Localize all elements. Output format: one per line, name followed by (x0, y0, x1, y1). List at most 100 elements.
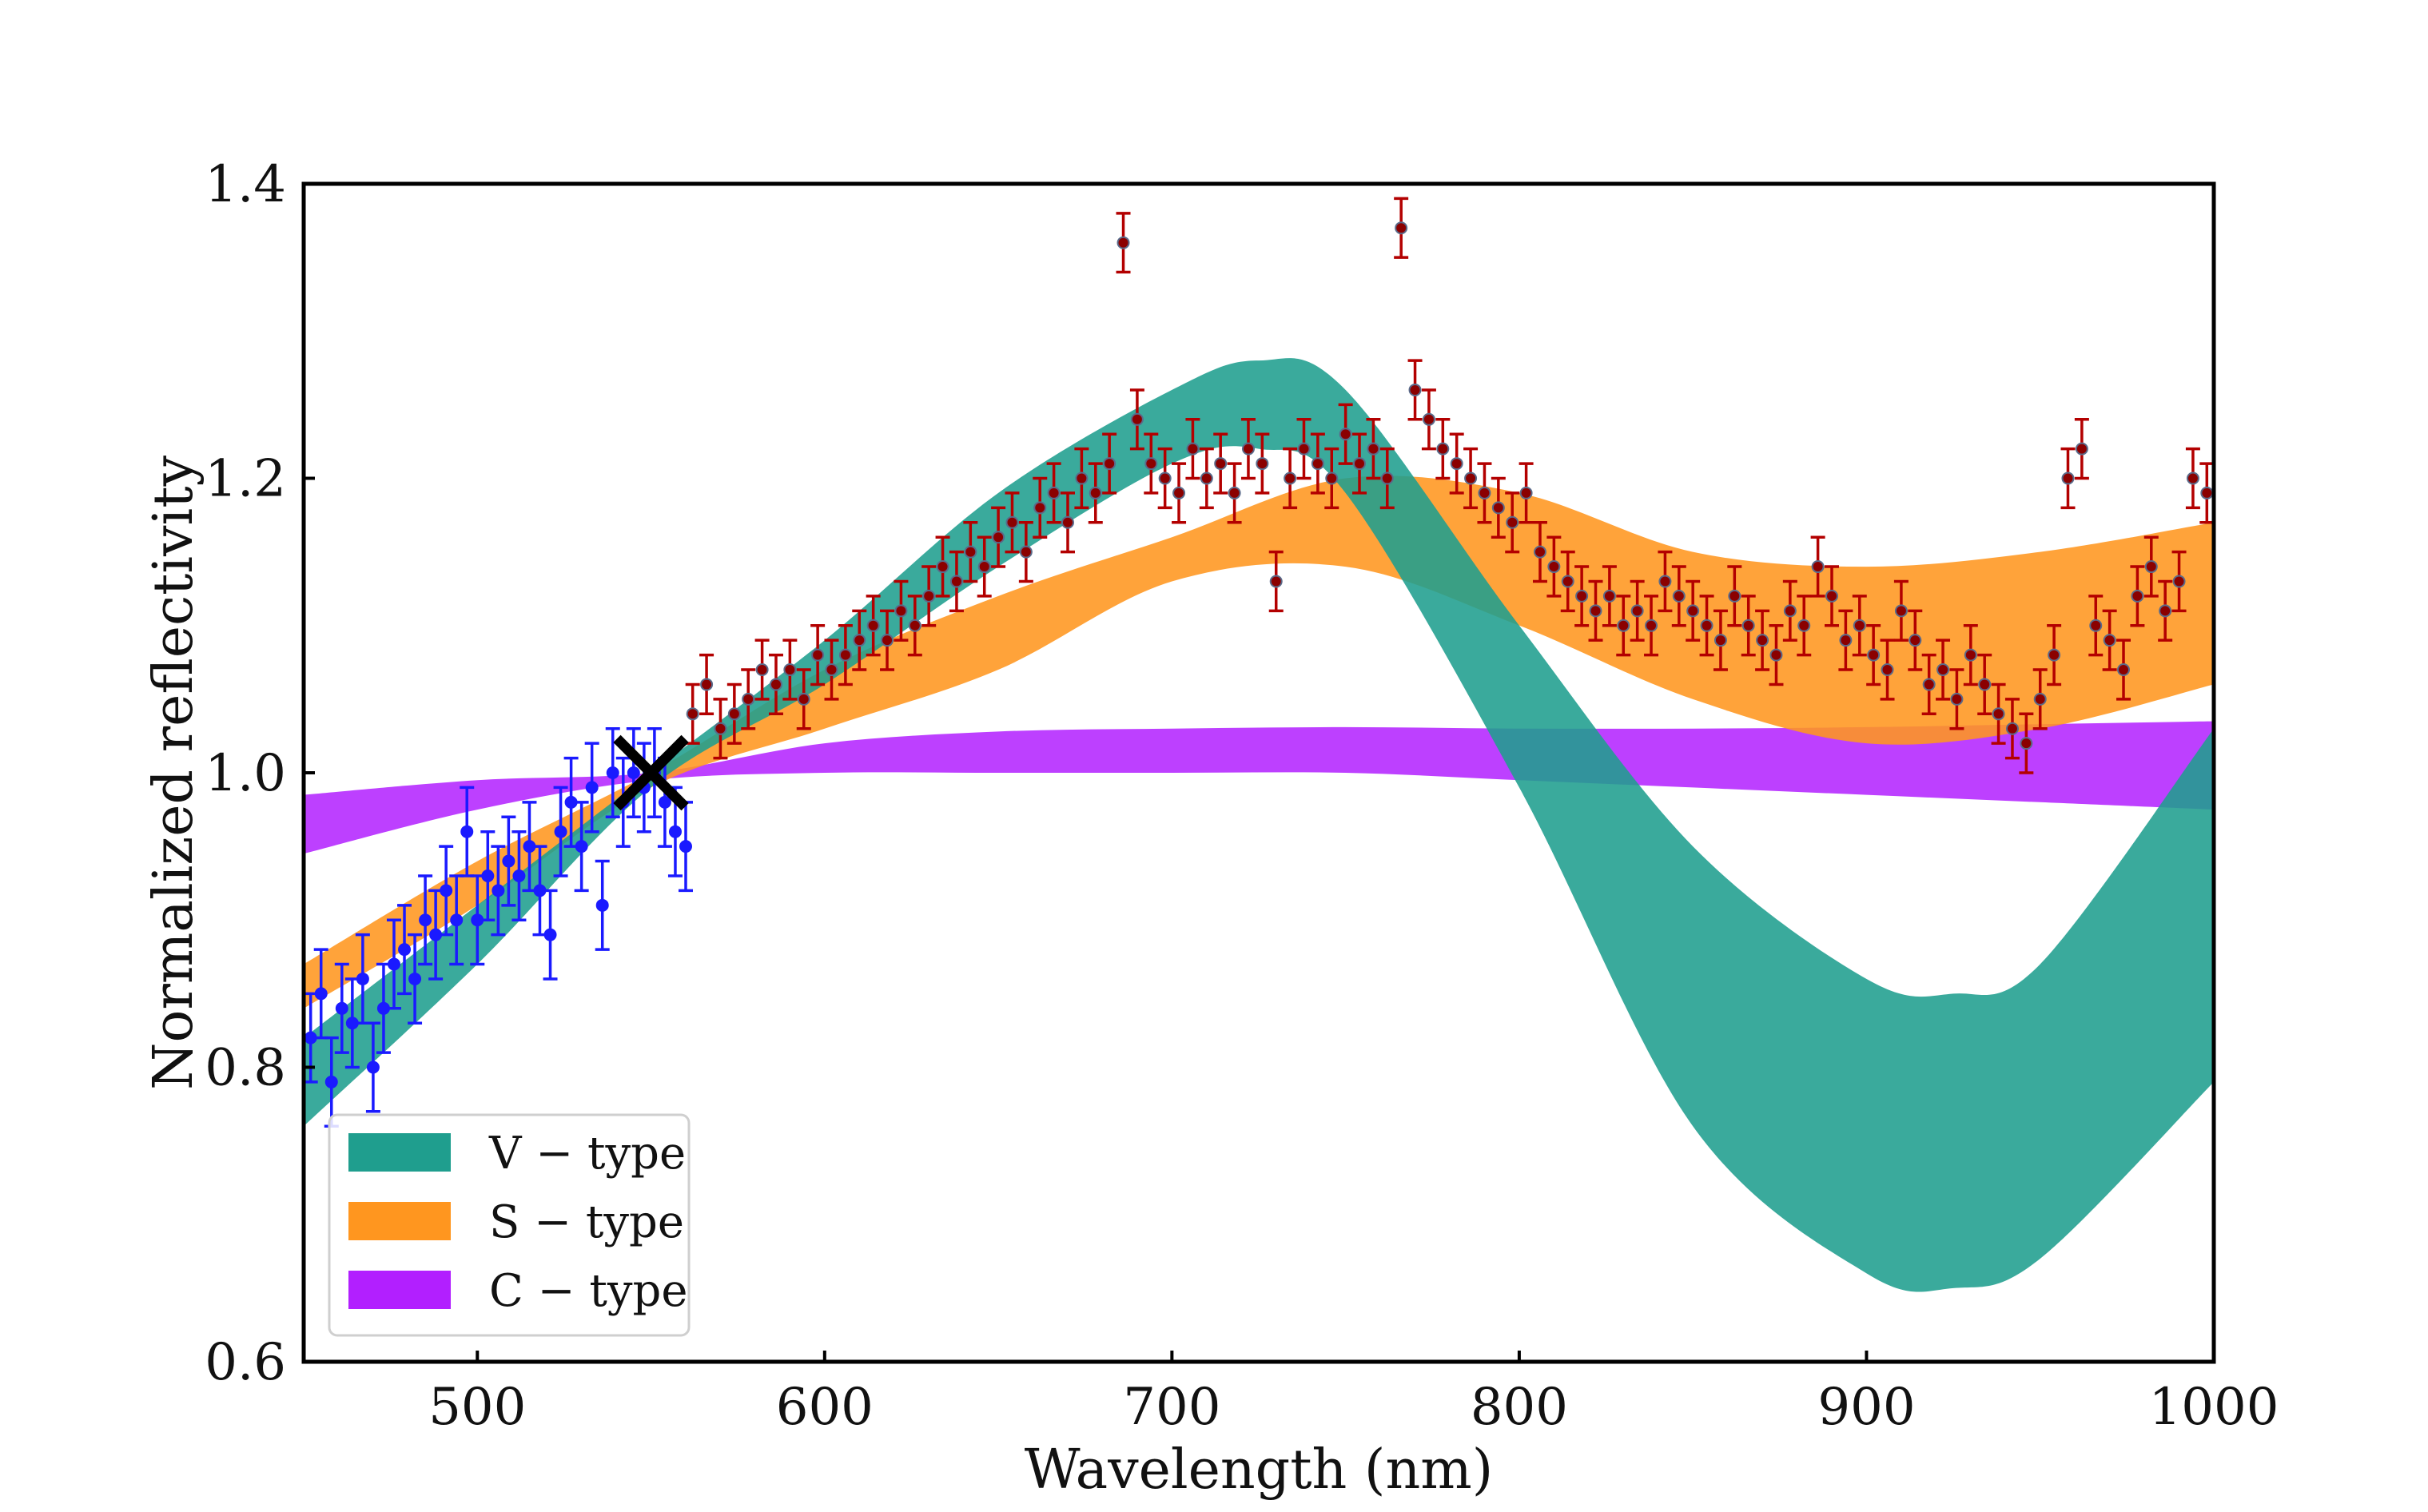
data-point (1852, 595, 1867, 657)
data-point (685, 682, 700, 745)
point-marker (1547, 560, 1561, 574)
point-marker (1269, 575, 1283, 588)
point-marker (1367, 442, 1380, 456)
point-marker (1019, 545, 1033, 559)
data-point (1102, 432, 1117, 495)
point-marker (1033, 501, 1047, 515)
point-marker (1506, 515, 1519, 529)
point-marker (450, 913, 464, 927)
point-marker (1728, 589, 1741, 603)
point-marker (575, 840, 588, 853)
data-point (636, 742, 651, 834)
point-marker (1339, 428, 1352, 441)
point-marker (1881, 663, 1894, 677)
band-c-type (304, 721, 2214, 854)
x-axis-title: Wavelength (nm) (1025, 1438, 1494, 1502)
data-point (511, 830, 527, 921)
point-marker (1353, 457, 1367, 471)
data-point (386, 918, 401, 1010)
data-point (1144, 432, 1159, 495)
data-point (626, 726, 641, 819)
y-axis: 0.6 0.8 1.0 1.2 1.4 (205, 155, 315, 1392)
point-marker (908, 619, 921, 632)
data-point (1755, 609, 1770, 671)
data-point (1686, 579, 1701, 642)
data-point (2032, 668, 2048, 730)
data-point (1699, 595, 1714, 657)
point-marker (755, 663, 769, 677)
point-marker (1617, 619, 1630, 632)
point-marker (366, 1060, 380, 1074)
point-marker (543, 928, 557, 941)
point-marker (1214, 457, 1228, 471)
point-marker (949, 575, 963, 588)
point-marker (1116, 236, 1130, 249)
data-point (1046, 462, 1061, 524)
point-marker (1172, 486, 1186, 499)
data-point (1116, 212, 1131, 274)
point-marker (398, 943, 412, 957)
point-marker (2117, 663, 2131, 677)
x-tick-label: 900 (1817, 1378, 1915, 1437)
point-marker (1256, 457, 1269, 471)
data-point (754, 639, 770, 701)
data-point (1936, 639, 1951, 701)
point-marker (1936, 663, 1950, 677)
point-marker (1867, 648, 1881, 662)
data-point (449, 874, 464, 966)
legend-label-v-type: V − type (488, 1128, 686, 1180)
data-point (460, 786, 475, 877)
point-marker (1714, 634, 1727, 647)
data-point (2102, 609, 2117, 671)
data-point (595, 859, 610, 951)
data-point (963, 521, 978, 583)
point-marker (606, 766, 619, 779)
point-marker (356, 972, 369, 985)
point-marker (1964, 648, 1977, 662)
point-marker (2172, 575, 2186, 588)
x-tick-label: 1000 (2149, 1378, 2279, 1437)
x-tick-label: 700 (1123, 1378, 1220, 1437)
data-point (1921, 653, 1936, 716)
point-marker (1061, 515, 1074, 529)
point-marker (742, 692, 755, 706)
point-marker (1380, 472, 1394, 485)
data-point (2171, 550, 2187, 613)
data-point (1560, 550, 1575, 613)
point-marker (838, 648, 852, 662)
point-marker (2131, 589, 2144, 603)
data-point (2004, 698, 2020, 760)
point-marker (1311, 457, 1324, 471)
data-point (480, 830, 496, 921)
x-tick-label: 800 (1471, 1378, 1568, 1437)
point-marker (992, 531, 1005, 544)
point-marker (1630, 604, 1644, 618)
data-point (1713, 609, 1728, 671)
data-point (1797, 595, 1812, 657)
x-tick-label: 600 (776, 1378, 874, 1437)
data-point (2116, 639, 2131, 701)
data-point (1782, 579, 1797, 642)
data-point (408, 933, 423, 1025)
point-marker (1408, 383, 1422, 396)
data-point (439, 845, 454, 937)
data-point (2199, 462, 2214, 524)
data-point (1352, 432, 1367, 495)
data-point (1963, 624, 1978, 686)
data-point (553, 786, 568, 877)
data-point (1088, 462, 1103, 524)
data-point (1727, 565, 1742, 627)
point-marker (1297, 442, 1311, 456)
point-marker (2048, 648, 2061, 662)
data-point (1213, 432, 1228, 495)
point-marker (512, 869, 526, 882)
point-marker (894, 604, 908, 618)
data-point (713, 698, 728, 760)
data-point (935, 535, 950, 598)
point-marker (1561, 575, 1574, 588)
point-marker (1922, 678, 1936, 691)
point-marker (1909, 634, 1922, 647)
point-marker (1228, 486, 1241, 499)
point-marker (1478, 486, 1491, 499)
data-point (741, 668, 756, 730)
